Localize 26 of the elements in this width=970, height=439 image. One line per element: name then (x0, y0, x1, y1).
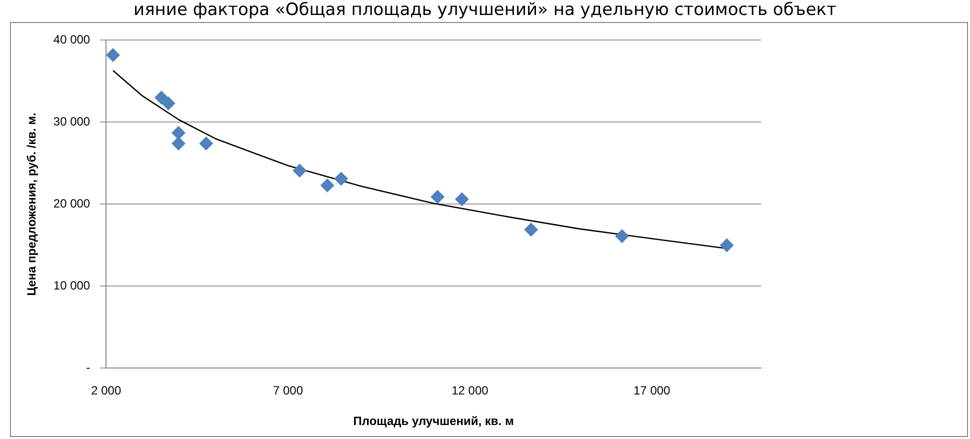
y-tick-label: 10 000 (53, 278, 90, 293)
point (172, 126, 186, 140)
y-axis-title: Цена предложения, руб. /кв. м. (24, 112, 39, 296)
point (292, 164, 307, 178)
point (172, 136, 186, 151)
point (161, 96, 176, 110)
x-tick-label: 12 000 (452, 384, 489, 398)
point (430, 190, 445, 204)
point (615, 229, 630, 244)
y-tick-label: 20 000 (53, 196, 90, 211)
point (720, 238, 734, 252)
point (154, 90, 168, 105)
point (524, 222, 538, 237)
y-tick-label: - (86, 360, 90, 375)
y-tick-label: 40 000 (53, 32, 90, 47)
point (454, 192, 469, 206)
point (320, 178, 334, 192)
x-tick-label: 17 000 (634, 384, 671, 398)
point (106, 48, 120, 62)
x-tick-label: 7 000 (273, 384, 304, 398)
chart-title: ияние фактора «Общая площадь улучшений» на удельную стоимость объект (132, 0, 838, 20)
y-tick-label: 30 000 (53, 114, 90, 129)
point (334, 172, 348, 186)
x-axis-title: Площадь улучшений, кв. м (353, 414, 514, 428)
point (199, 136, 214, 151)
x-tick-label: 2 000 (91, 384, 122, 398)
